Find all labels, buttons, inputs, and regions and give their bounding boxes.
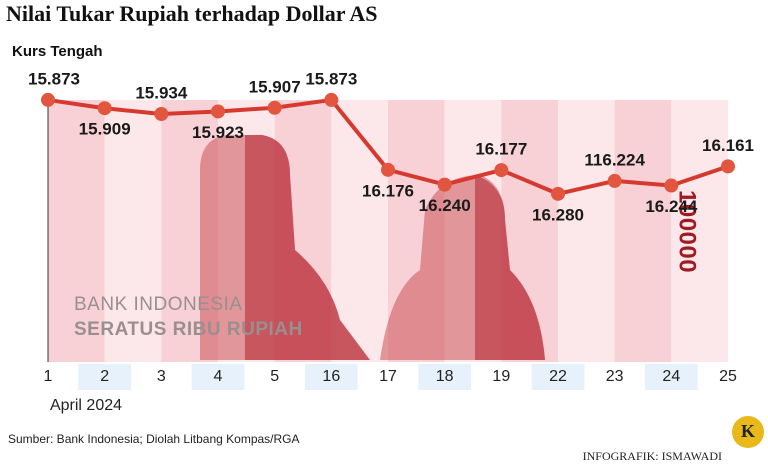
banknote-decoration: BANK INDONESIA SERATUS RIBU RUPIAH 10000…: [74, 135, 701, 360]
x-label-box: [191, 364, 245, 390]
deco-text: BANK INDONESIA: [74, 294, 243, 315]
band: [558, 100, 615, 362]
chart-subtitle: Kurs Tengah: [12, 43, 103, 60]
x-tick-label: 2: [100, 368, 109, 385]
x-tick-label: 25: [719, 368, 737, 385]
x-tick-label: 4: [214, 368, 223, 385]
data-label: 16.177: [475, 140, 527, 159]
data-label: 16.240: [419, 196, 471, 215]
point: [381, 162, 395, 177]
silhouette: [475, 175, 545, 360]
band: [161, 100, 218, 362]
data-label: 16.161: [702, 136, 754, 155]
band: [388, 100, 445, 362]
point: [721, 159, 735, 174]
x-label-box: [418, 364, 471, 390]
point: [154, 107, 169, 121]
logo-letter: K: [741, 421, 755, 441]
deco-text: SERATUS RIBU RUPIAH: [74, 319, 303, 340]
credit: INFOGRAFIK: ISMAWADI: [583, 449, 722, 463]
x-tick-label: 1: [44, 368, 53, 385]
silhouette: [245, 135, 370, 360]
data-label: 15.909: [79, 120, 131, 139]
data-label: 15.873: [28, 69, 80, 88]
band: [48, 100, 105, 362]
data-label: 15.873: [305, 69, 357, 88]
x-label-box: [645, 364, 698, 390]
x-tick-label: 5: [270, 368, 279, 385]
source: Sumber: Bank Indonesia; Diolah Litbang K…: [8, 432, 300, 446]
point: [664, 178, 679, 193]
chart-title: Nilai Tukar Rupiah terhadap Dollar AS: [6, 1, 377, 26]
data-label: 16.280: [532, 205, 584, 224]
data-label: 15.907: [249, 77, 301, 96]
logo: [732, 416, 764, 448]
x-label-box: [305, 364, 358, 390]
x-tick-label: 19: [492, 368, 510, 385]
band: [104, 100, 162, 362]
x-tick-label: 22: [549, 368, 567, 385]
x-axis-label: April 2024: [50, 397, 122, 414]
point: [267, 100, 282, 115]
point: [437, 177, 452, 192]
x-tick-label: 18: [436, 368, 454, 385]
band: [614, 100, 672, 362]
point: [494, 163, 509, 178]
point: [607, 173, 622, 188]
data-label: 15.934: [135, 83, 188, 102]
x-tick-label: 17: [379, 368, 397, 385]
x-label-box: [531, 364, 585, 390]
x-tick-label: 16: [322, 368, 340, 385]
point: [41, 92, 55, 107]
x-tick-label: 24: [662, 368, 680, 385]
data-label: 16.244: [645, 197, 698, 216]
point: [97, 101, 112, 116]
point: [324, 92, 339, 107]
point: [211, 104, 225, 119]
point: [551, 186, 565, 201]
band: [671, 100, 728, 362]
x-label-box: [78, 364, 131, 390]
x-tick-label: 3: [157, 368, 166, 385]
deco-text: 100000: [674, 190, 701, 273]
data-label: 116.224: [584, 150, 645, 169]
x-tick-label: 23: [606, 368, 624, 385]
data-label: 15.923: [192, 123, 244, 142]
band: [331, 100, 388, 362]
data-label: 16.176: [362, 181, 414, 200]
